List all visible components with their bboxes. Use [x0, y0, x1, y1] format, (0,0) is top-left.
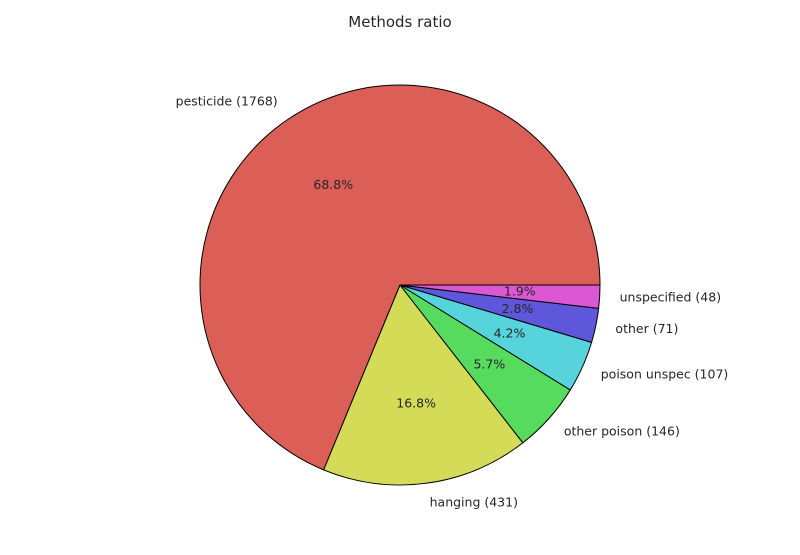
slice-label: unspecified (48) [620, 289, 721, 304]
pie-labels: pesticide (1768) 68.8% hanging (431) 16.8% o… [176, 94, 729, 510]
slice-label: hanging (431) [430, 494, 518, 509]
pie-slice [199, 84, 601, 471]
slice-label: pesticide (1768) [176, 94, 278, 109]
slice-percent-label: 16.8% [396, 395, 436, 410]
chart-title: Methods ratio [348, 13, 451, 31]
pie-slice [323, 284, 524, 486]
slice-percent-label: 68.8% [313, 177, 353, 192]
slice-percent-label: 5.7% [473, 357, 505, 372]
slice-percent-label: 2.8% [502, 301, 534, 316]
pie-slice [399, 284, 601, 309]
slice-percent-label: 1.9% [504, 284, 536, 299]
slice-label: other (71) [615, 321, 678, 336]
pie-wedges [199, 84, 601, 486]
slice-label: other poison (146) [564, 423, 680, 438]
slice-percent-label: 4.2% [494, 326, 526, 341]
slice-label: poison unspec (107) [601, 367, 729, 382]
